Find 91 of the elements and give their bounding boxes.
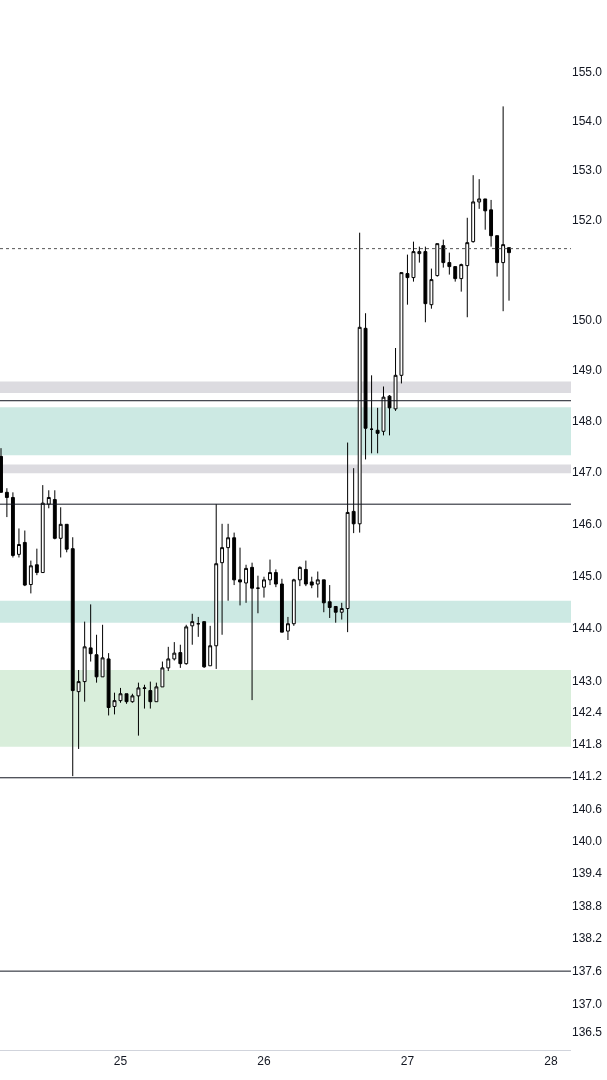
x-tick-label: 28	[544, 1054, 558, 1069]
candlestick	[196, 616, 201, 638]
y-tick-label: 148.0	[572, 414, 603, 429]
candlestick	[184, 624, 189, 666]
candlestick	[453, 266, 458, 283]
candlestick	[333, 605, 338, 624]
candlestick	[309, 576, 314, 589]
candlestick	[4, 487, 9, 518]
candlestick	[327, 584, 332, 619]
candlestick	[423, 246, 428, 323]
y-tick-label: 155.0	[572, 65, 603, 80]
y-tick-label: 140.6	[572, 801, 603, 816]
candlestick	[351, 467, 356, 534]
candlestick	[220, 523, 225, 636]
y-tick-label: 146.0	[572, 517, 603, 531]
candlestick	[459, 263, 464, 293]
candlestick	[345, 442, 350, 633]
candlestick	[190, 613, 195, 646]
y-tick-label: 141.8	[572, 737, 603, 752]
y-tick-label: 138.2	[572, 931, 603, 946]
candlestick	[34, 548, 39, 576]
x-tick-label: 27	[400, 1054, 415, 1069]
candlestick	[0, 447, 3, 493]
y-tick-label: 147.0	[572, 465, 603, 480]
y-tick-label: 136.5	[572, 1024, 603, 1039]
candlestick	[339, 602, 344, 621]
candlestick	[315, 571, 320, 599]
candlestick	[262, 576, 266, 599]
candlestick	[214, 503, 219, 670]
candlestick	[429, 268, 434, 310]
candlestick	[507, 247, 511, 302]
candlestick	[268, 559, 272, 586]
candlestick	[447, 252, 452, 276]
x-tick-label: 26	[257, 1054, 271, 1069]
candlestick	[58, 506, 63, 558]
candlestick	[202, 621, 207, 669]
candlestick	[465, 217, 470, 318]
candlestick	[22, 530, 27, 587]
y-tick-label: 140.0	[572, 833, 603, 848]
y-tick-label: 142.4	[572, 705, 603, 720]
candlestick	[238, 547, 242, 606]
candlestick	[17, 527, 21, 558]
y-tick-label: 145.0	[572, 568, 603, 583]
candlestick	[208, 625, 213, 667]
candlestick	[483, 198, 488, 231]
candlestick	[76, 669, 81, 750]
candlestick	[10, 491, 15, 558]
candlestick	[82, 621, 87, 703]
candlestick	[70, 536, 75, 777]
candlestick	[501, 105, 506, 312]
candlestick	[279, 578, 284, 633]
y-tick-label: 144.0	[572, 621, 603, 636]
candlestick	[273, 568, 278, 588]
y-tick-label: 150.0	[572, 312, 603, 327]
candlestick	[321, 579, 326, 613]
y-tick-label: 154.0	[572, 114, 603, 129]
x-tick-label: 25	[113, 1054, 128, 1069]
candlestick	[250, 562, 255, 701]
y-tick-label: 153.0	[572, 163, 603, 178]
candlestick	[172, 641, 177, 662]
y-tick-label: 149.0	[572, 363, 603, 378]
candlestick	[303, 560, 308, 587]
candlestick	[297, 565, 302, 587]
candlestick	[244, 564, 248, 604]
candlestick	[88, 603, 93, 663]
y-tick-label: 143.0	[572, 673, 603, 688]
candlestick	[148, 681, 153, 710]
candlestick	[232, 532, 237, 586]
candlestick	[495, 235, 500, 278]
candlestick	[471, 174, 476, 244]
candlestick	[64, 523, 69, 553]
y-tick-label: 141.2	[572, 769, 603, 784]
candlestick	[28, 560, 33, 594]
y-tick-label: 152.0	[572, 212, 603, 227]
candlestick	[286, 616, 290, 641]
candlestick	[178, 644, 183, 669]
y-tick-label: 138.8	[572, 898, 603, 913]
candlestick	[40, 484, 45, 574]
candlestick	[489, 199, 494, 248]
y-tick-label: 137.6	[572, 964, 603, 979]
candlestick	[52, 489, 57, 540]
candlestick	[435, 243, 440, 278]
y-tick-label: 139.4	[572, 866, 603, 881]
candlestick	[477, 178, 482, 210]
candlestick	[441, 239, 446, 269]
candlestick	[291, 578, 296, 627]
y-tick-label: 137.0	[572, 997, 603, 1012]
candlestick	[226, 523, 231, 602]
candlestick	[369, 374, 374, 454]
candlestick	[46, 489, 51, 509]
candlestick	[154, 682, 159, 703]
